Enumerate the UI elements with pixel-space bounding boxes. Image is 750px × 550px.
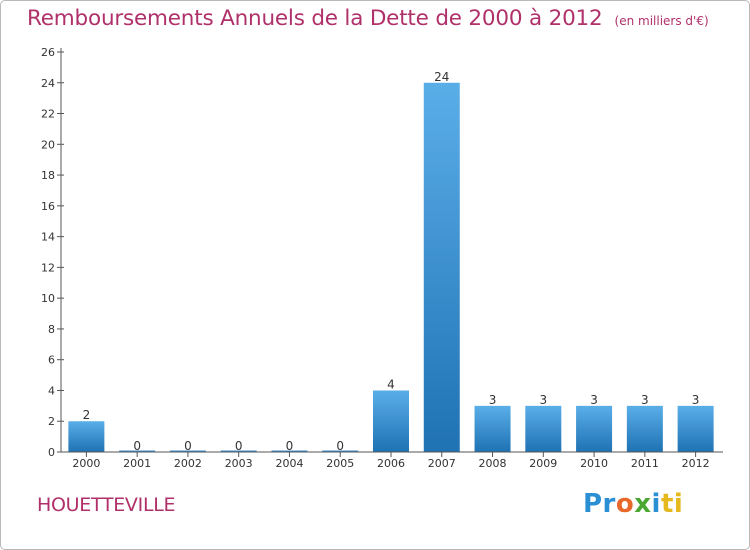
x-tick-label: 2002 [174,457,202,470]
data-label: 0 [286,439,294,453]
x-tick-label: 2004 [275,457,303,470]
x-tick-label: 2000 [72,457,100,470]
y-tick-label: 0 [48,446,55,459]
x-tick-label: 2001 [123,457,151,470]
chart-title: Remboursements Annuels de la Dette de 20… [27,6,709,31]
bar [474,405,511,452]
data-label: 0 [184,439,192,453]
y-tick-label: 16 [41,200,55,213]
data-label: 0 [133,439,141,453]
bar [423,82,460,453]
y-tick-label: 12 [41,261,55,274]
bar [322,450,359,452]
logo-letters-5: ti [660,489,684,519]
logo-letters-1: Pr [583,489,616,519]
proxiti-logo: Proxiti [583,489,683,519]
bar [68,421,105,452]
y-tick-label: 24 [41,77,55,90]
y-tick-label: 18 [41,169,55,182]
data-label: 3 [489,393,497,407]
y-tick-label: 22 [41,108,55,121]
bar [169,450,206,452]
x-axis: 2000 2001 2002 2003 2004 2005 2006 2007 2008 2009… [61,451,723,470]
bar [677,405,714,452]
commune-name: HOUETTEVILLE [37,494,176,516]
x-tick-label: 2003 [225,457,253,470]
y-tick-label: 10 [41,292,55,305]
x-tick-label: 2010 [580,457,608,470]
data-label: 2 [83,408,91,422]
y-tick-label: 4 [48,384,55,397]
chart-title-unit: (en milliers d'€) [614,14,709,28]
data-label: 3 [539,393,547,407]
x-tick-label: 2006 [377,457,405,470]
bar [576,405,613,452]
logo-letters-4: i [651,489,661,519]
y-tick-label: 20 [41,138,55,151]
data-label: 4 [387,377,395,391]
y-tick-label: 8 [48,323,55,336]
data-label: 3 [590,393,598,407]
y-tick-label: 26 [41,46,55,59]
x-tick-label: 2007 [428,457,456,470]
bar [626,405,663,452]
bar [373,390,409,452]
y-tick-label: 14 [41,231,55,244]
y-tick-label: 6 [48,354,55,367]
x-tick-label: 2012 [682,457,710,470]
data-label: 3 [692,393,700,407]
y-tick-label: 2 [48,415,55,428]
logo-letters-2: o [615,489,635,519]
data-label: 0 [336,439,344,453]
bar [271,450,308,452]
bar [119,450,156,452]
bars: 2 0 0 0 0 0 4 24 3 3 3 3 3 [68,70,714,453]
x-tick-label: 2005 [326,457,354,470]
x-tick-label: 2009 [529,457,557,470]
data-label: 24 [434,70,449,84]
chart-title-main: Remboursements Annuels de la Dette de 20… [27,6,603,31]
bar [220,450,257,452]
logo-letters-3: x [634,489,652,519]
x-tick-label: 2008 [479,457,507,470]
data-label: 3 [641,393,649,407]
data-label: 0 [235,439,243,453]
x-tick-label: 2011 [631,457,659,470]
bar [525,405,562,452]
